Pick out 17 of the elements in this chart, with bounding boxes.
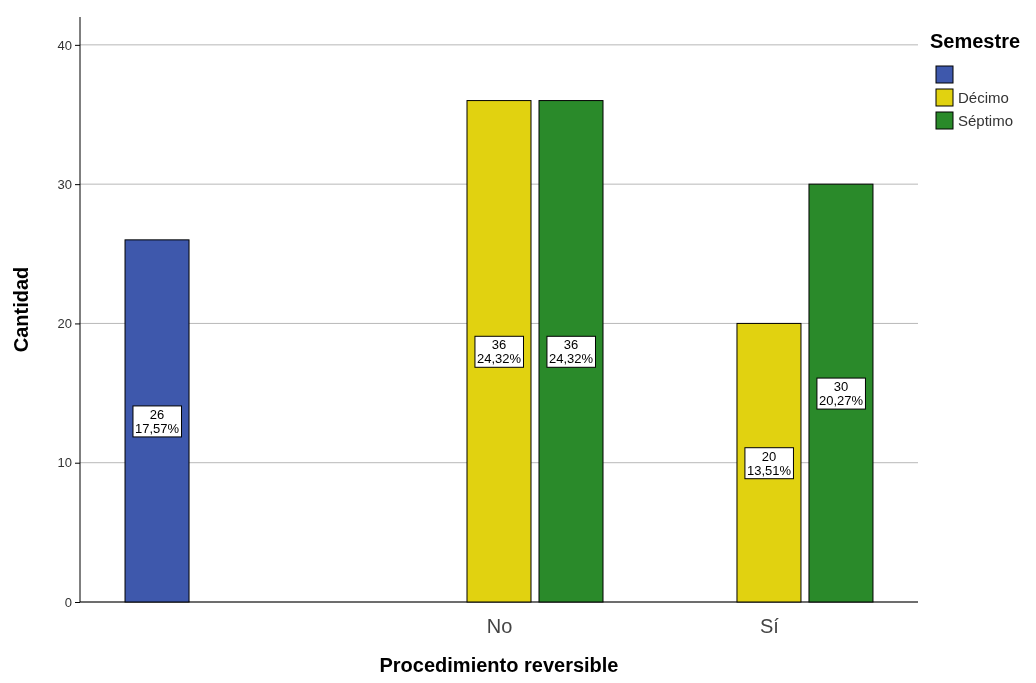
x-tick-label: No xyxy=(486,615,513,637)
data-label: 26 17,57% xyxy=(134,406,180,436)
y-tick-label: 20 xyxy=(57,316,72,332)
x-axis-title: Procedimiento reversible xyxy=(379,654,619,676)
y-tick-label: 30 xyxy=(57,176,72,192)
legend-title: Semestre xyxy=(930,30,1021,52)
data-label: 20 13,51% xyxy=(746,448,792,478)
y-tick-label: 0 xyxy=(64,594,72,610)
x-tick-label: Sí xyxy=(760,615,780,637)
legend-label: Séptimo xyxy=(958,112,1014,129)
y-axis-title: Cantidad xyxy=(10,266,32,353)
legend-label: Décimo xyxy=(958,89,1009,106)
y-tick-label: 10 xyxy=(57,455,72,471)
data-label: 36 24,32% xyxy=(476,337,522,367)
data-label: 36 24,32% xyxy=(548,337,594,367)
data-label: 30 20,27% xyxy=(818,379,864,409)
y-tick-label: 40 xyxy=(57,37,72,53)
